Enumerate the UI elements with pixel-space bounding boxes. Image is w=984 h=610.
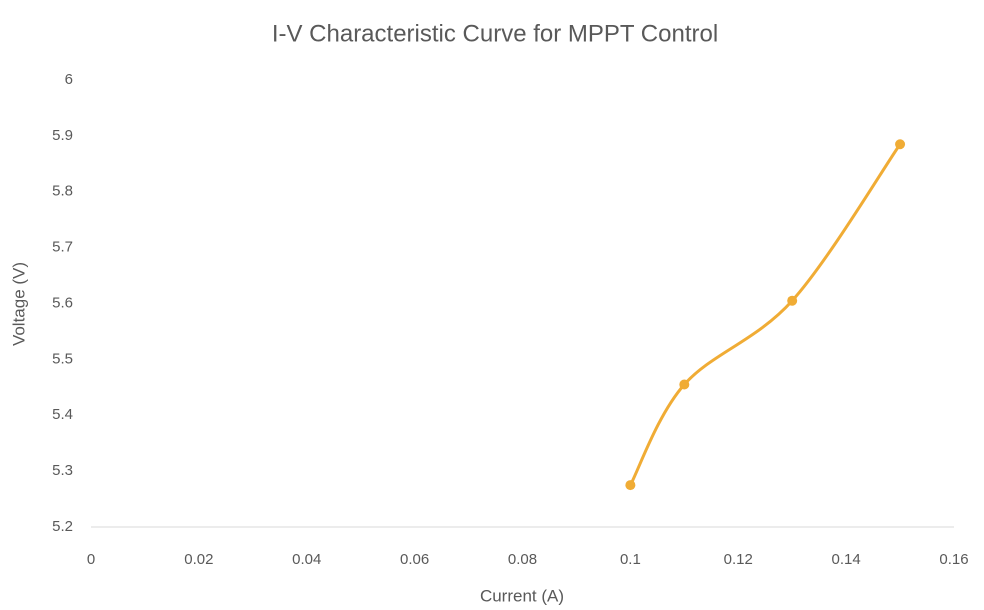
x-tick-label: 0.14 (832, 551, 861, 568)
y-tick-label: 5.8 (52, 183, 73, 200)
data-point (625, 480, 635, 490)
data-point (787, 296, 797, 306)
y-tick-label: 5.3 (52, 462, 73, 479)
x-tick-label: 0.1 (620, 551, 641, 568)
y-tick-label: 5.6 (52, 294, 73, 311)
y-tick-label: 6 (65, 71, 73, 88)
x-axis-title: Current (A) (480, 586, 564, 605)
x-tick-label: 0.12 (724, 551, 753, 568)
y-tick-label: 5.4 (52, 406, 73, 423)
x-tick-label: 0.06 (400, 551, 429, 568)
y-tick-label: 5.9 (52, 127, 73, 144)
background (0, 0, 984, 610)
x-tick-label: 0.04 (292, 551, 321, 568)
x-tick-label: 0.08 (508, 551, 537, 568)
chart-title: I-V Characteristic Curve for MPPT Contro… (272, 20, 718, 47)
y-tick-label: 5.2 (52, 518, 73, 535)
chart: I-V Characteristic Curve for MPPT Contro… (0, 0, 984, 610)
data-point (895, 139, 905, 149)
x-tick-label: 0.16 (939, 551, 968, 568)
y-tick-label: 5.7 (52, 239, 73, 256)
x-tick-label: 0.02 (184, 551, 213, 568)
data-point (679, 380, 689, 390)
x-tick-label: 0 (87, 551, 95, 568)
y-tick-label: 5.5 (52, 350, 73, 367)
y-axis-title: Voltage (V) (9, 262, 28, 346)
